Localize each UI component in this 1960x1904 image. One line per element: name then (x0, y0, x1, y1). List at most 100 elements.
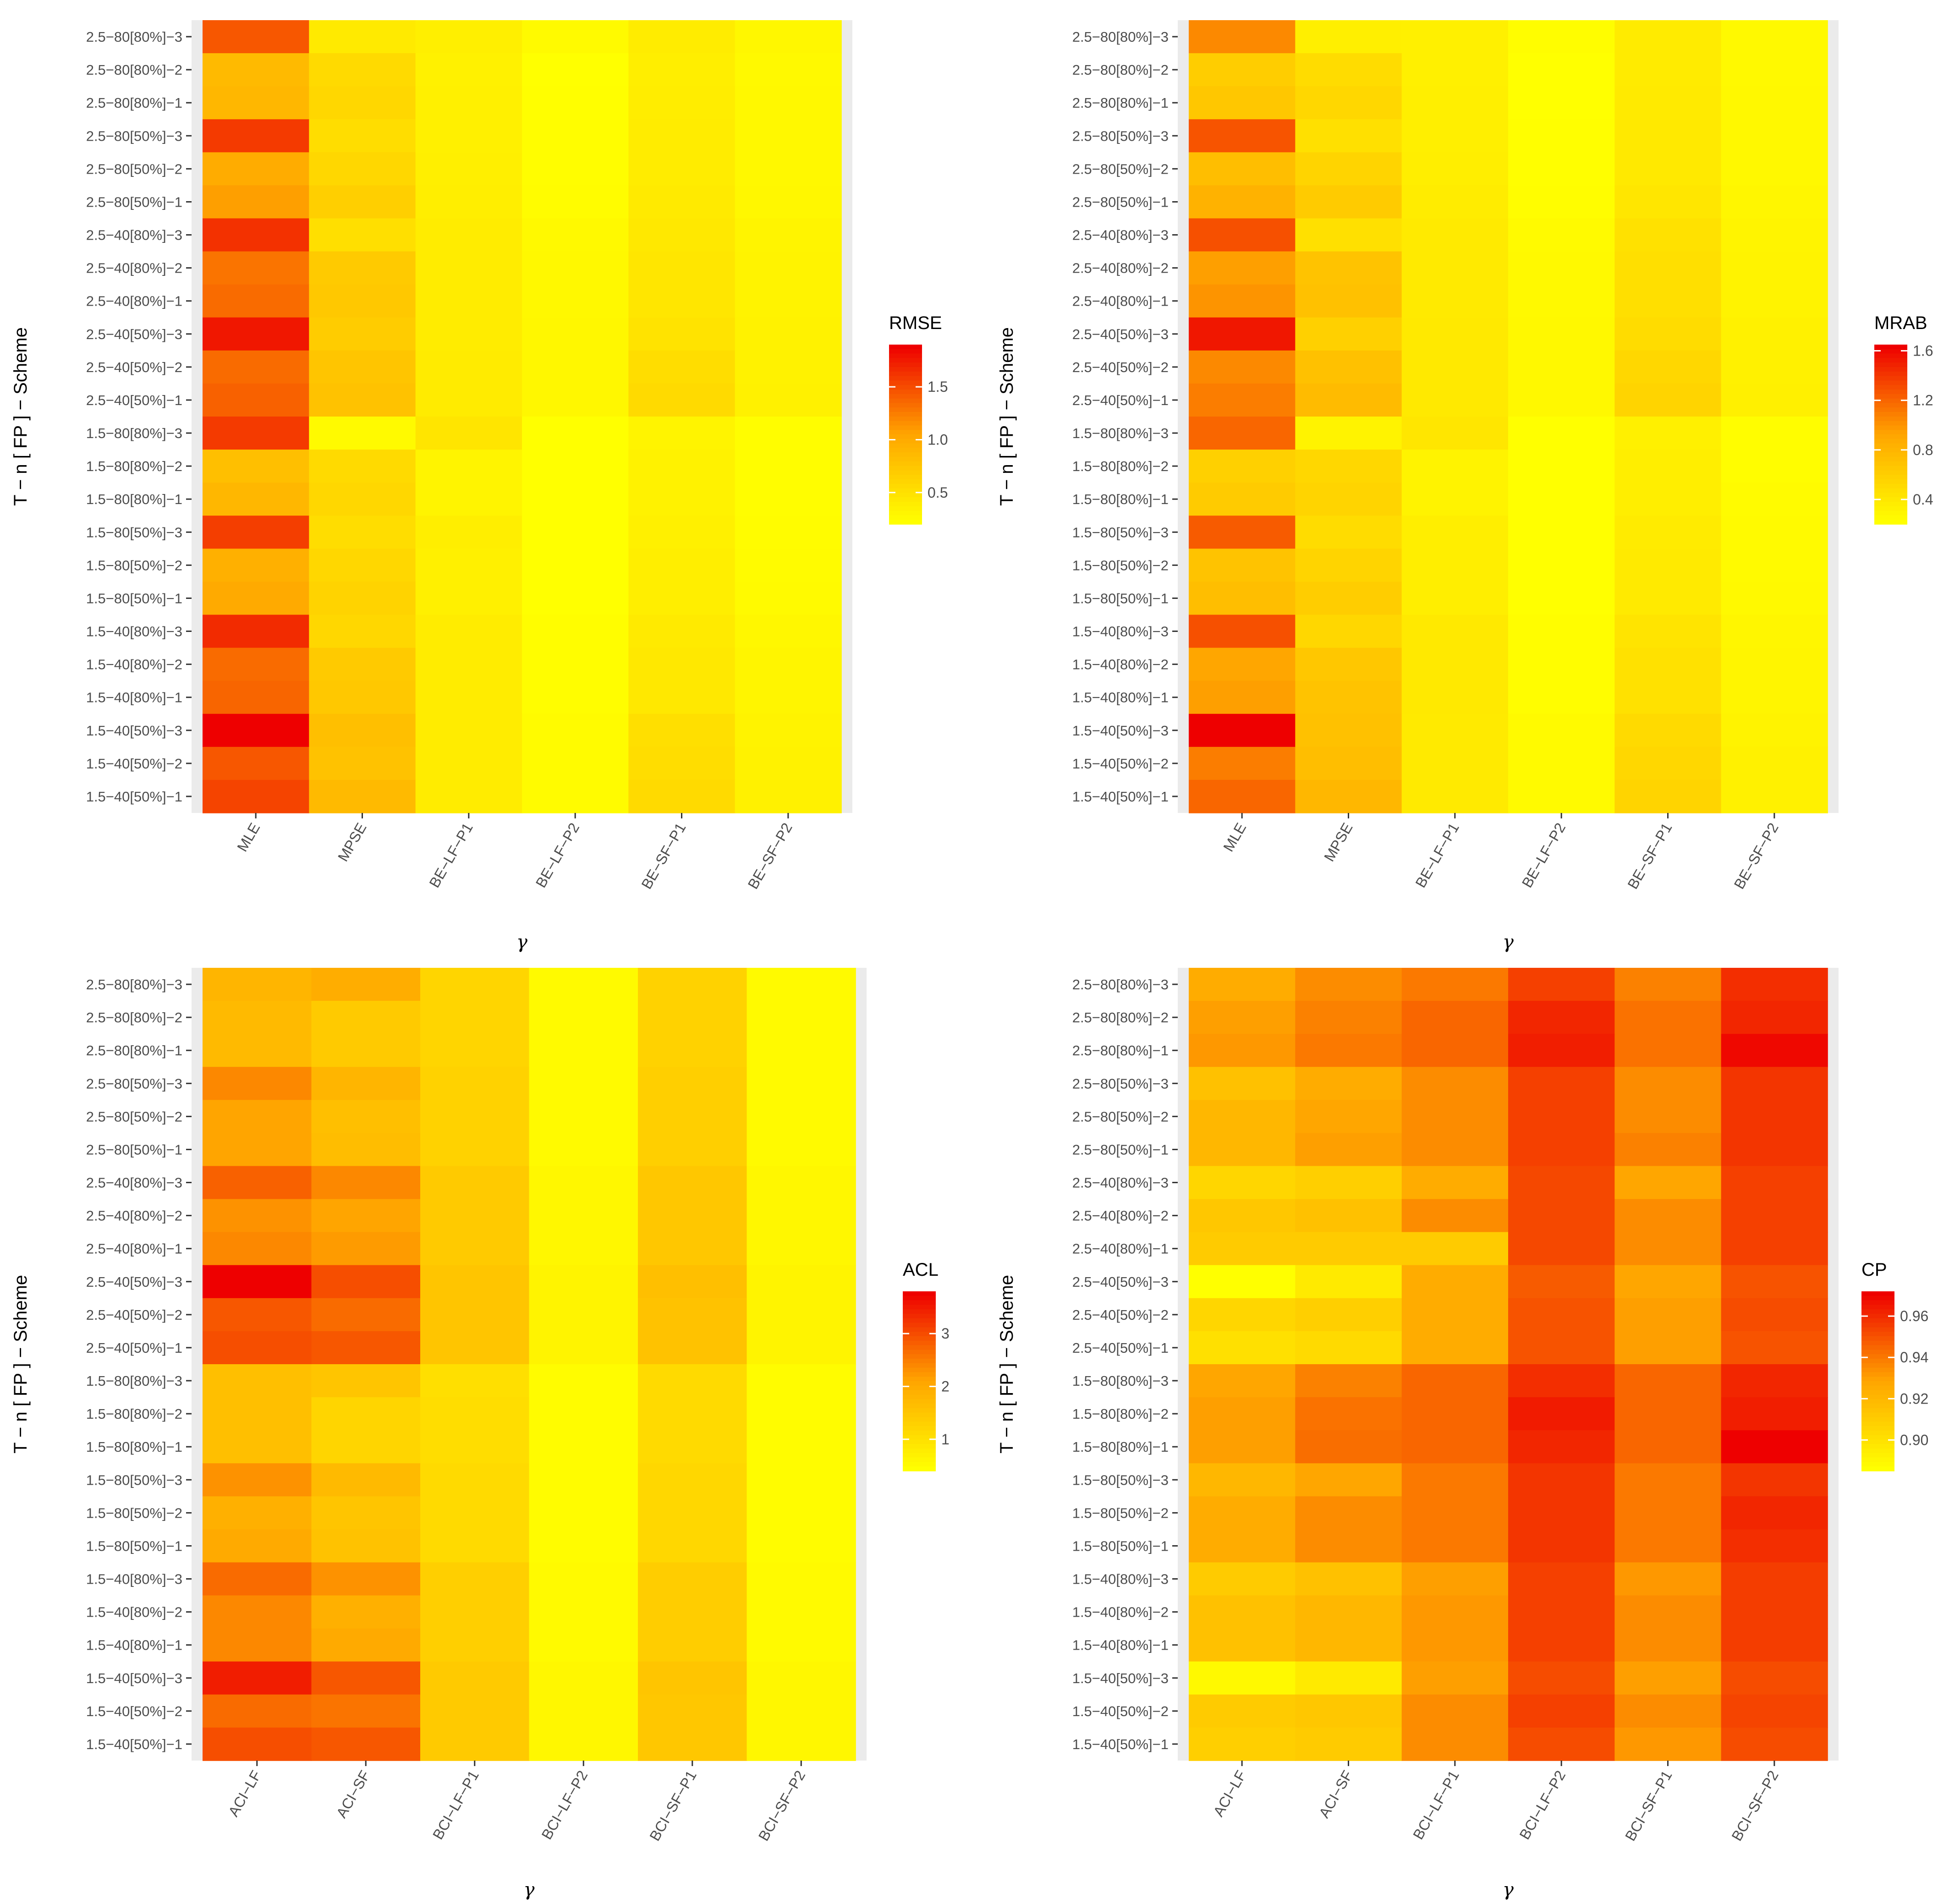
heatmap-cell (1614, 1463, 1722, 1497)
heatmap-cell (203, 615, 310, 648)
legend-color-step (1861, 1381, 1894, 1386)
y-tick-label: 1.5−80[80%]−2 (86, 1406, 182, 1422)
y-tick-label: 2.5−80[80%]−2 (1072, 1010, 1169, 1026)
heatmap-cell (628, 119, 736, 153)
heatmap-cell (203, 1232, 312, 1266)
legend-color-step (903, 1354, 936, 1359)
heatmap-cell (309, 483, 416, 516)
heatmap-cell (1614, 317, 1722, 351)
heatmap-cell (1614, 1265, 1722, 1299)
y-tick-label: 2.5−40[50%]−1 (86, 1340, 182, 1356)
heatmap-cell (1721, 284, 1828, 318)
heatmap-cell (529, 1463, 638, 1497)
heatmap-cell (1295, 86, 1402, 120)
heatmap-cell (203, 251, 310, 285)
heatmap-cell (311, 1166, 421, 1200)
heatmap-cell (735, 779, 842, 813)
heatmap-cell (1614, 284, 1722, 318)
heatmap-cell (1721, 86, 1828, 120)
heatmap-cell (1401, 1595, 1509, 1629)
heatmap-cell (1614, 1595, 1722, 1629)
heatmap-cell (1295, 582, 1402, 615)
legend-color-step (889, 398, 922, 404)
heatmap-cell (1401, 383, 1509, 417)
heatmap-cell (735, 516, 842, 549)
heatmap-cell (203, 417, 310, 450)
heatmap-cell (638, 1133, 747, 1167)
heatmap-cell (638, 1034, 747, 1068)
y-tick-label: 2.5−40[80%]−3 (1072, 1175, 1169, 1191)
heatmap-cell (628, 680, 736, 714)
y-axis-title: T − n [ FP ] − Scheme (11, 1275, 31, 1454)
heatmap-cell (415, 680, 522, 714)
legend-color-step (889, 466, 922, 471)
heatmap-cell (638, 1298, 747, 1332)
heatmap-cell (1401, 1166, 1509, 1200)
heatmap-cell (311, 1001, 421, 1034)
heatmap-cell (628, 647, 736, 681)
heatmap-cell (415, 20, 522, 54)
legend-color-step (889, 421, 922, 426)
heatmap-cell (311, 1595, 421, 1629)
heatmap-cell (1295, 1661, 1402, 1695)
heatmap-cell (735, 86, 842, 120)
heatmap-cell (1189, 383, 1296, 417)
heatmap-cell (1508, 1661, 1615, 1695)
heatmap-cell (203, 549, 310, 582)
heatmap-cell (1721, 417, 1828, 450)
heatmap-cell (1721, 1397, 1828, 1431)
heatmap-cell (1614, 1067, 1722, 1101)
heatmap-cell (1401, 713, 1509, 747)
heatmap-cell (309, 119, 416, 153)
legend-color-step (903, 1439, 936, 1444)
y-axis-title: T − n [ FP ] − Scheme (997, 1275, 1017, 1454)
legend-color-step (1874, 367, 1907, 372)
y-tick-label: 1.5−40[50%]−2 (1072, 756, 1169, 772)
heatmap-cell (1721, 680, 1828, 714)
legend-color-step (903, 1412, 936, 1418)
heatmap-cell (628, 152, 736, 186)
heatmap-cell (420, 1430, 530, 1464)
heatmap-cell (311, 1562, 421, 1596)
heatmap-cell (628, 746, 736, 780)
heatmap-cell (1401, 1694, 1509, 1728)
heatmap-cell (1508, 1166, 1615, 1200)
heatmap-cell (529, 1100, 638, 1134)
y-tick-label: 2.5−40[50%]−1 (1072, 1340, 1169, 1356)
heatmap-cell (1401, 1298, 1509, 1332)
y-tick-label: 2.5−40[50%]−3 (86, 326, 182, 342)
heatmap-cell (415, 713, 522, 747)
y-tick-label: 1.5−80[80%]−2 (1072, 458, 1169, 474)
heatmap-cell (1295, 152, 1402, 186)
legend-color-step (1874, 349, 1907, 354)
heatmap-cell (1721, 1166, 1828, 1200)
heatmap-cell (1295, 1397, 1402, 1431)
heatmap-cell (1189, 284, 1296, 318)
heatmap-cell (735, 483, 842, 516)
heatmap-cell (203, 746, 310, 780)
heatmap-cell (1614, 383, 1722, 417)
heatmap-cell (1401, 779, 1509, 813)
x-tick-label: BCI−SF−P2 (755, 1768, 809, 1844)
heatmap-cell (529, 1133, 638, 1167)
legend-color-step (1874, 497, 1907, 502)
heatmap-cell (1401, 1133, 1509, 1167)
heatmap-cell (1614, 1694, 1722, 1728)
legend-color-step (1861, 1332, 1894, 1337)
y-tick-label: 1.5−80[50%]−3 (1072, 1472, 1169, 1488)
legend-color-step (1861, 1404, 1894, 1409)
x-tick-label: BCI−SF−P2 (1728, 1768, 1782, 1844)
heatmap-cell (1189, 483, 1296, 516)
heatmap-cell (735, 680, 842, 714)
heatmap-cell (309, 549, 416, 582)
legend-color-step (1861, 1327, 1894, 1332)
heatmap-cell (1295, 119, 1402, 153)
heatmap-cell (1721, 218, 1828, 252)
heatmap-cell (1614, 218, 1722, 252)
y-tick-label: 2.5−40[50%]−3 (1072, 1274, 1169, 1290)
heatmap-cell (420, 1067, 530, 1101)
heatmap-cell (1508, 1298, 1615, 1332)
x-tick-label: BE−LF−P1 (426, 820, 476, 891)
heatmap-cell (1401, 1397, 1509, 1431)
heatmap-cell (420, 968, 530, 1001)
